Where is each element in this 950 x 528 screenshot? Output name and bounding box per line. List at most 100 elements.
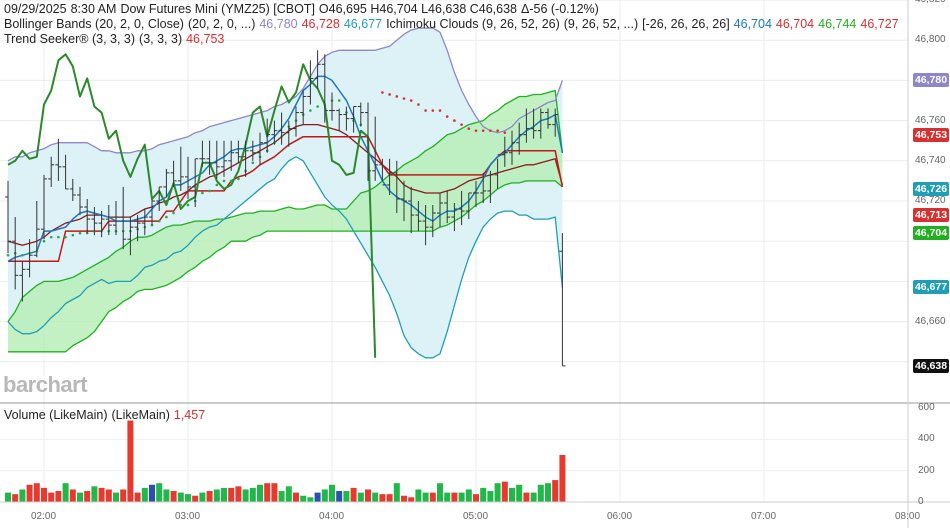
volume-bar bbox=[437, 483, 443, 502]
bb-params: (20, 2, 0, ...) bbox=[187, 17, 256, 31]
volume-bar bbox=[177, 492, 184, 502]
ohlc-bar bbox=[113, 201, 119, 236]
trend-seeker-dot bbox=[503, 131, 507, 134]
bb-mid-value: 46,728 bbox=[301, 17, 340, 31]
ichimoku-params: (9, 26, 52, ...) bbox=[563, 17, 639, 31]
trend-seeker-dot bbox=[21, 253, 24, 257]
barchart-watermark: barchart bbox=[3, 372, 88, 397]
trend-seeker-dot bbox=[215, 183, 219, 187]
volume-bar bbox=[300, 495, 307, 502]
ohlc-bar bbox=[501, 136, 508, 167]
time-axis-label: 07:00 bbox=[751, 511, 777, 522]
volume-bar bbox=[134, 492, 141, 502]
volume-label[interactable]: Volume (LikeMain) bbox=[4, 408, 108, 422]
price-tag: 46,780 bbox=[913, 73, 949, 88]
bollinger-band-fill bbox=[8, 28, 563, 358]
volume-bar bbox=[271, 483, 278, 502]
volume-bar bbox=[98, 487, 105, 502]
ohlc-bar bbox=[451, 203, 458, 232]
volume-bar bbox=[185, 494, 191, 502]
ohlc-bar bbox=[523, 108, 530, 143]
volume-bar bbox=[69, 489, 76, 502]
ohlc-bar bbox=[494, 154, 501, 189]
ohlc-bar bbox=[545, 108, 551, 129]
volume-bar bbox=[170, 491, 177, 502]
trend-seeker-label[interactable]: Trend Seeker® (3, 3, 3) bbox=[4, 32, 136, 46]
volume-bar bbox=[422, 492, 429, 502]
trend-seeker-dot bbox=[222, 179, 226, 183]
ohlc-bar bbox=[365, 102, 371, 181]
chart-date: 09/29/2025 bbox=[4, 2, 67, 16]
ohlc-bar bbox=[530, 108, 537, 139]
volume-bar bbox=[523, 492, 530, 502]
ohlc-bar bbox=[307, 60, 314, 105]
volume-bar bbox=[516, 484, 523, 502]
trend-seeker-dot bbox=[309, 109, 312, 112]
price-tag: 46,704 bbox=[913, 226, 949, 241]
trend-seeker-dot bbox=[201, 191, 204, 195]
ichimoku-value-2: 46,704 bbox=[775, 17, 815, 31]
volume-bar bbox=[494, 483, 501, 502]
volume-bar bbox=[48, 492, 55, 502]
volume-value: 1,457 bbox=[173, 408, 206, 422]
volume-header: Volume (LikeMain) (LikeMain) 1,457 bbox=[4, 408, 209, 422]
volume-bar bbox=[242, 489, 249, 502]
ichimoku-shift: [-26, 26, 26, 26] bbox=[642, 17, 730, 31]
ohlc-bar bbox=[221, 140, 227, 177]
volume-bar bbox=[149, 484, 155, 502]
volume-bar bbox=[487, 491, 494, 502]
ohlc-bar bbox=[41, 174, 47, 240]
ohlc-bar bbox=[5, 180, 11, 254]
trend-seeker-dot bbox=[157, 219, 161, 223]
ohlc-bar bbox=[552, 108, 559, 137]
ohlc-bar bbox=[127, 217, 134, 256]
ohlc-bar bbox=[314, 50, 321, 89]
trend-seeker-dot bbox=[229, 179, 233, 183]
trend-seeker-dots bbox=[6, 91, 507, 257]
ohlc-bar bbox=[329, 92, 335, 121]
volume-bar bbox=[41, 487, 47, 502]
bb-label[interactable]: Bollinger Bands (20, 2, 0, Close) bbox=[4, 17, 184, 31]
trend-seeker-dot bbox=[237, 177, 240, 181]
bb-upper-value: 46,780 bbox=[259, 17, 298, 31]
trend-seeker-dot bbox=[431, 109, 435, 112]
ohlc-bar bbox=[465, 192, 472, 220]
ohlc-bar bbox=[185, 156, 191, 199]
ohlc-bar bbox=[149, 198, 155, 226]
volume-bar bbox=[199, 492, 206, 502]
volume-bars bbox=[5, 420, 566, 502]
ohlc-bar bbox=[559, 233, 566, 367]
ohlc-bar bbox=[12, 217, 19, 290]
price-tag: 46,638 bbox=[913, 358, 949, 373]
ohlc-bar bbox=[278, 112, 285, 145]
ohlc-bar bbox=[199, 140, 206, 167]
ohlc-bar bbox=[19, 261, 26, 302]
trend-seeker-dot bbox=[251, 161, 255, 165]
volume-bar bbox=[84, 491, 91, 502]
trend-seeker-dot bbox=[424, 109, 427, 112]
ohlc-bar bbox=[422, 205, 429, 246]
trend-seeker-dot bbox=[388, 93, 391, 96]
volume-bar bbox=[365, 489, 371, 502]
volume-bar bbox=[530, 492, 537, 502]
ohlc-bar bbox=[98, 211, 105, 238]
volume-bar bbox=[141, 487, 148, 502]
ichimoku-span-a-line bbox=[7, 89, 564, 322]
price-axis-label: 46,800 bbox=[915, 34, 946, 46]
price-tag: 46,677 bbox=[913, 280, 949, 295]
ichimoku-label[interactable]: Ichimoku Clouds (9, 26, 52, 26) bbox=[386, 17, 560, 31]
volume-bar bbox=[343, 491, 350, 502]
ohlc-bar bbox=[48, 156, 55, 187]
ohlc-bar bbox=[321, 54, 328, 123]
symbol-name[interactable]: Dow Futures Mini (YMZ25) [CBOT] bbox=[120, 2, 315, 16]
trend-seeker-dot bbox=[417, 103, 420, 106]
ohlc-bar bbox=[480, 172, 487, 204]
ohlc-bar bbox=[177, 146, 184, 191]
volume-bar bbox=[429, 492, 436, 502]
ichimoku-value-3: 46,744 bbox=[818, 17, 857, 31]
ohlc-bar bbox=[206, 140, 213, 175]
time-axis-label: 04:00 bbox=[319, 511, 345, 522]
ohlc-bar bbox=[228, 140, 235, 171]
bb-lower-value: 46,677 bbox=[343, 17, 383, 31]
